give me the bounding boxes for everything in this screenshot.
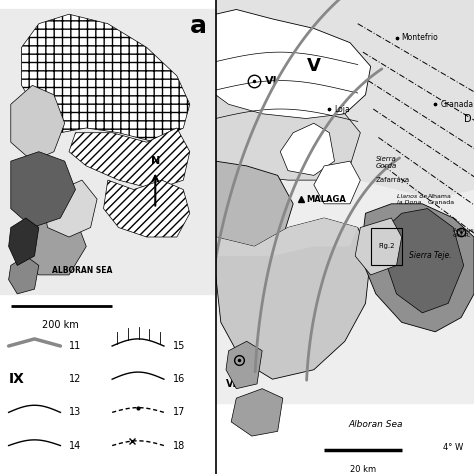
Text: Alhama
Granada: Alhama Granada xyxy=(428,194,455,205)
Polygon shape xyxy=(226,341,262,389)
Polygon shape xyxy=(17,209,86,275)
Polygon shape xyxy=(216,218,371,379)
Text: MALAGA: MALAGA xyxy=(306,195,346,203)
Text: Llanos de
la Dona: Llanos de la Dona xyxy=(396,194,427,205)
Polygon shape xyxy=(9,218,39,265)
Text: ALBORAN SEA: ALBORAN SEA xyxy=(52,266,112,274)
Text: VII: VII xyxy=(234,412,249,422)
Polygon shape xyxy=(216,9,371,123)
Polygon shape xyxy=(22,14,190,142)
Polygon shape xyxy=(216,218,358,256)
Text: Sierra
Gorda: Sierra Gorda xyxy=(376,156,397,169)
Polygon shape xyxy=(231,389,283,436)
Polygon shape xyxy=(103,180,190,237)
Polygon shape xyxy=(383,209,464,313)
Text: VII: VII xyxy=(226,379,240,389)
Text: 15: 15 xyxy=(173,341,185,351)
Text: Loja: Loja xyxy=(335,105,350,113)
Text: V: V xyxy=(307,57,321,75)
Text: 18: 18 xyxy=(173,440,185,451)
Polygon shape xyxy=(43,180,97,237)
Polygon shape xyxy=(360,204,474,332)
Text: 17: 17 xyxy=(173,407,185,418)
Polygon shape xyxy=(216,161,293,251)
Text: IX: IX xyxy=(9,372,25,386)
Polygon shape xyxy=(216,95,360,180)
Text: b: b xyxy=(222,14,240,38)
Text: VII: VII xyxy=(280,285,307,303)
Text: 13: 13 xyxy=(69,407,81,418)
Polygon shape xyxy=(9,256,39,294)
Text: Zafarraya: Zafarraya xyxy=(376,177,410,183)
Text: 16: 16 xyxy=(173,374,185,384)
Polygon shape xyxy=(355,218,401,275)
Text: 4° W: 4° W xyxy=(443,443,464,452)
Text: VI: VI xyxy=(265,75,277,86)
Text: a: a xyxy=(190,14,207,38)
Text: 11: 11 xyxy=(69,341,81,351)
Polygon shape xyxy=(69,128,190,190)
Bar xyxy=(0,9,216,294)
Polygon shape xyxy=(314,161,360,204)
Text: VI: VI xyxy=(222,210,240,226)
Text: Arenas
del R.: Arenas del R. xyxy=(453,228,474,238)
Text: Granada: Granada xyxy=(440,100,474,109)
Text: 14: 14 xyxy=(69,440,81,451)
Text: 12: 12 xyxy=(69,374,82,384)
Text: 200 km: 200 km xyxy=(42,320,79,330)
Polygon shape xyxy=(280,123,335,175)
Text: N: N xyxy=(151,156,160,166)
Text: Fig.2: Fig.2 xyxy=(378,244,394,249)
Text: Alboran Sea: Alboran Sea xyxy=(348,419,403,428)
Polygon shape xyxy=(216,0,474,199)
Bar xyxy=(216,0,474,403)
Text: 20 km: 20 km xyxy=(350,465,376,474)
Text: Montefrio: Montefrio xyxy=(401,34,438,42)
Text: D: D xyxy=(464,113,472,124)
Polygon shape xyxy=(11,85,64,161)
Polygon shape xyxy=(11,152,75,228)
Text: Sierra Teje.: Sierra Teje. xyxy=(410,252,452,260)
